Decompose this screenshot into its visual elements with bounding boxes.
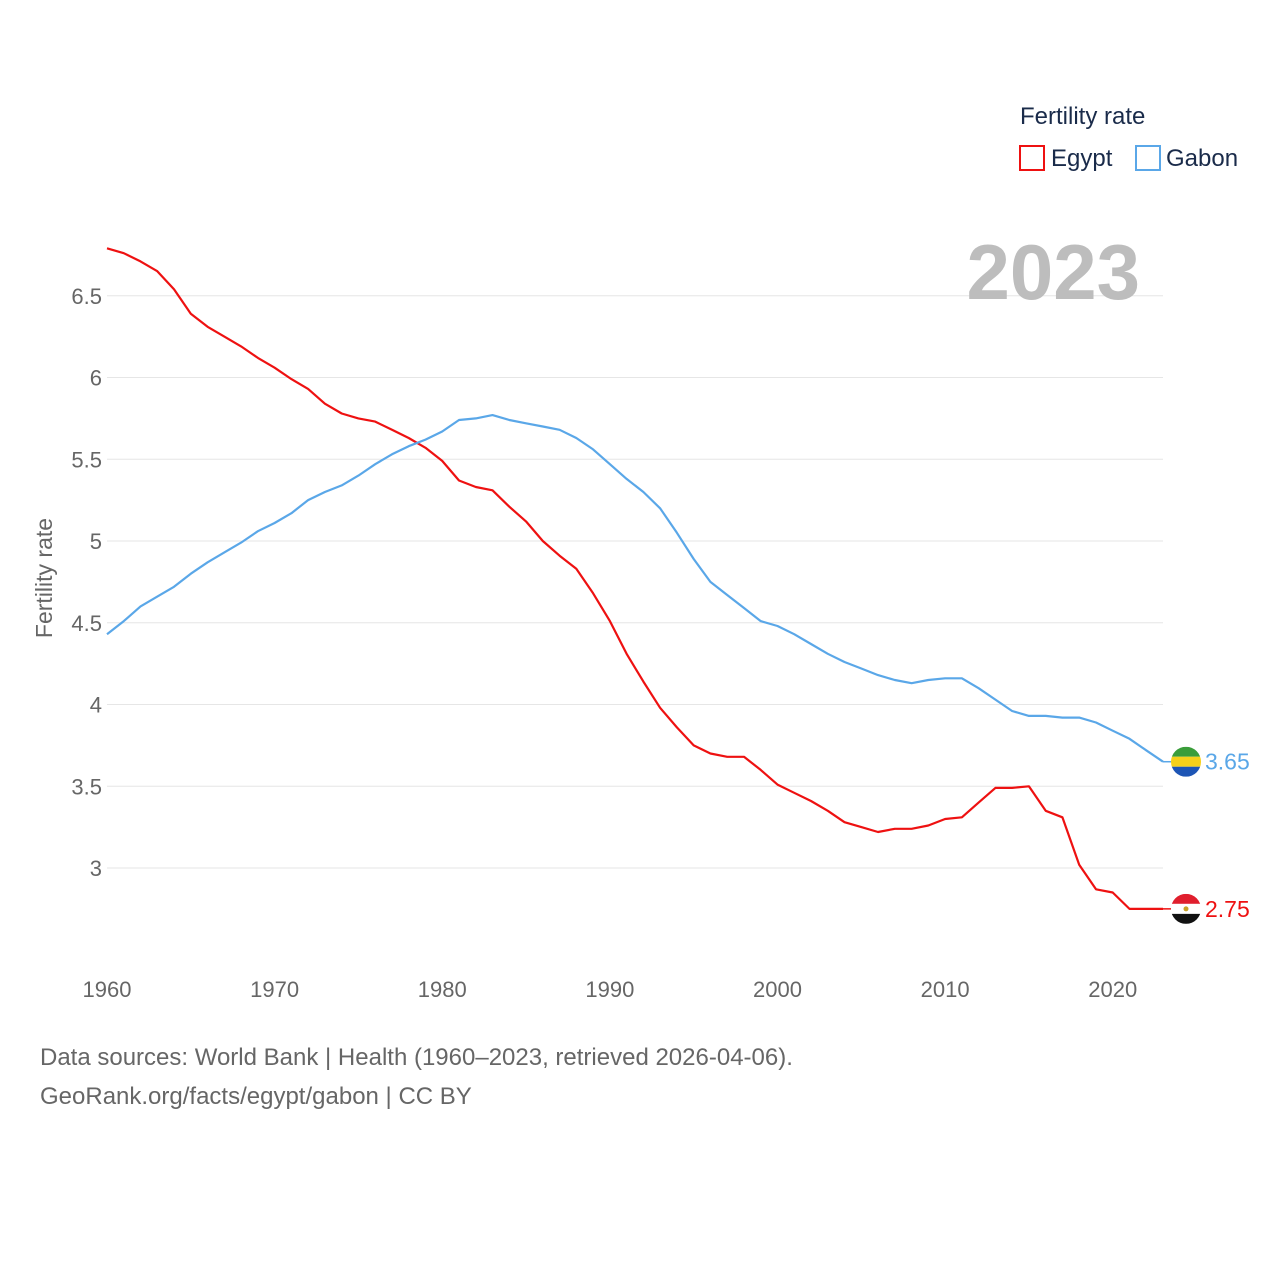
y-tick-label: 6.5 xyxy=(71,284,102,309)
legend-label-gabon: Gabon xyxy=(1166,145,1238,172)
y-tick-label: 4 xyxy=(90,693,102,718)
legend-label-egypt: Egypt xyxy=(1051,145,1113,172)
current-year-label: 2023 xyxy=(966,228,1140,316)
y-axis-title: Fertility rate xyxy=(31,518,57,638)
y-tick-label: 5 xyxy=(90,529,102,554)
x-tick-label: 2000 xyxy=(753,977,802,1002)
end-value-label-gabon: 3.65 xyxy=(1205,749,1250,775)
y-tick-label: 4.5 xyxy=(71,611,102,636)
x-tick-label: 1980 xyxy=(418,977,467,1002)
legend: Fertility rate Egypt Gabon xyxy=(1019,103,1238,172)
y-tick-label: 5.5 xyxy=(71,447,102,472)
y-axis-ticks: 3 3.5 4 4.5 5 5.5 6 6.5 xyxy=(71,284,102,881)
end-value-label-egypt: 2.75 xyxy=(1205,896,1250,922)
series-end-markers: 2.75 3.65 xyxy=(1163,746,1250,924)
footer-attribution-line: GeoRank.org/facts/egypt/gabon | CC BY xyxy=(40,1083,472,1110)
gridlines xyxy=(107,295,1163,869)
x-axis-ticks: 1960 1970 1980 1990 2000 2010 2020 xyxy=(83,977,1138,1002)
series-line-egypt xyxy=(106,247,1163,911)
legend-title: Fertility rate xyxy=(1020,103,1145,130)
legend-swatch-gabon xyxy=(1135,145,1161,171)
x-tick-label: 2020 xyxy=(1088,977,1137,1002)
y-tick-label: 3.5 xyxy=(71,774,102,799)
y-tick-label: 6 xyxy=(90,366,102,391)
legend-swatch-egypt xyxy=(1019,145,1045,171)
egypt-flag-icon xyxy=(1171,893,1201,924)
x-tick-label: 1990 xyxy=(585,977,634,1002)
legend-item-egypt[interactable]: Egypt xyxy=(1019,145,1113,172)
footer-source-line: Data sources: World Bank | Health (1960–… xyxy=(40,1044,793,1071)
x-tick-label: 1970 xyxy=(250,977,299,1002)
x-tick-label: 2010 xyxy=(921,977,970,1002)
y-tick-label: 3 xyxy=(90,856,102,881)
gabon-flag-icon xyxy=(1171,746,1201,777)
series-line-gabon xyxy=(106,414,1164,763)
x-tick-label: 1960 xyxy=(83,977,132,1002)
legend-item-gabon[interactable]: Gabon xyxy=(1135,145,1238,172)
series-lines xyxy=(106,247,1164,911)
